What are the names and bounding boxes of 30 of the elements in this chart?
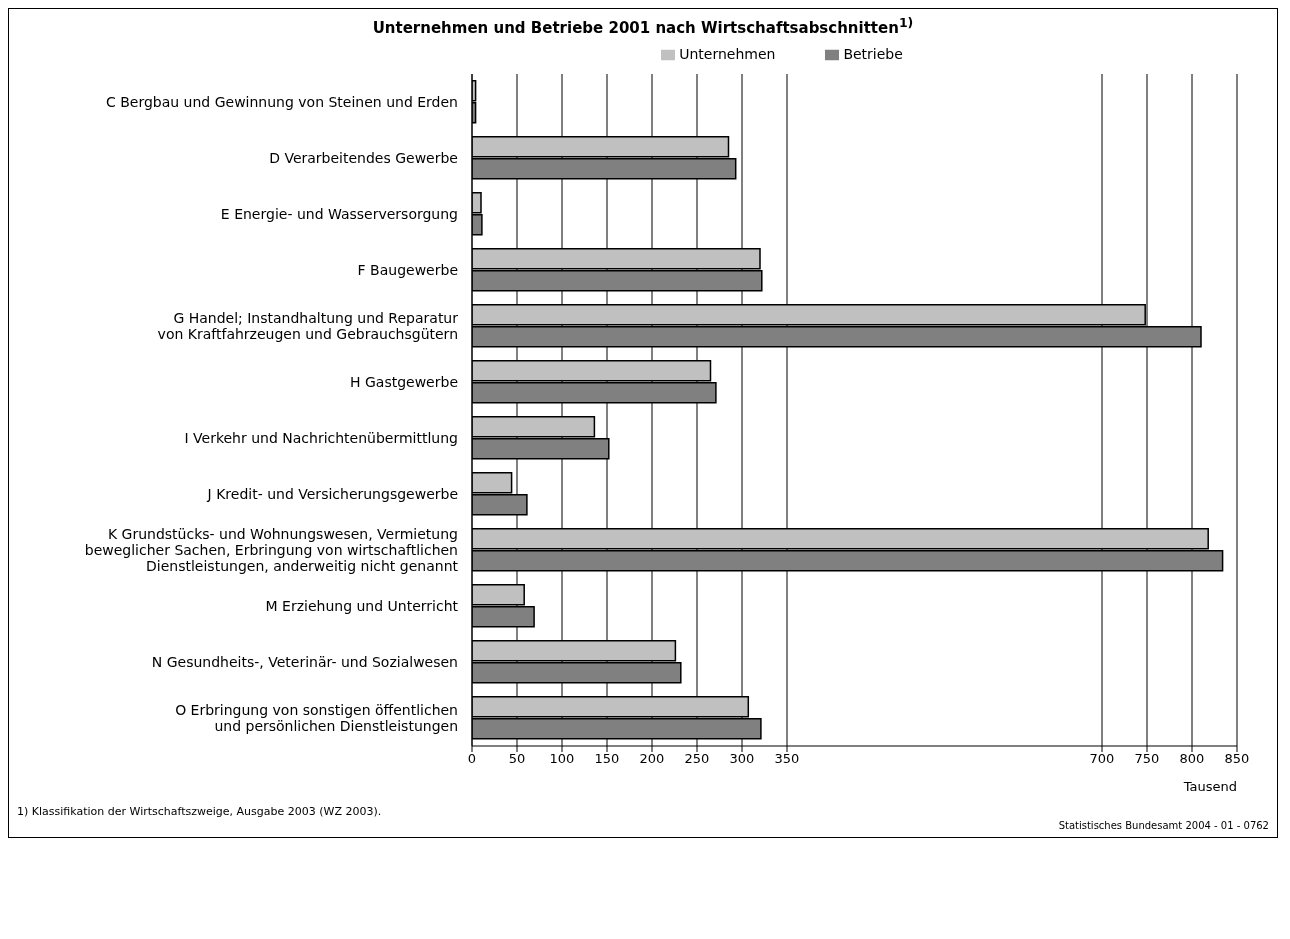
y-tick-label: N Gesundheits-, Veterinär- und Sozialwesen [151,654,458,670]
x-tick-label: 250 [684,751,710,767]
x-tick-label: 200 [639,751,665,767]
legend-label: Betriebe [843,46,903,62]
legend-label: Unternehmen [679,46,776,62]
y-tick-label: D Verarbeitendes Gewerbe [269,150,458,166]
x-tick-label: 850 [1224,751,1250,767]
x-tick-label: 150 [594,751,620,767]
x-tick-label: 800 [1179,751,1205,767]
y-tick-label: M Erziehung und Unterricht [265,598,459,614]
y-tick-label: F Baugewerbe [357,262,458,278]
y-tick-label: C Bergbau und Gewinnung von Steinen und Erden [105,94,458,110]
text: Statistisches Bundesamt 2004 - 01 - 0762 [1057,820,1269,831]
text: 1) Klassifikation der Wirtschaftszweige, Ausgabe 2003 (WZ 2003). [17,805,383,818]
y-tick-label: E Energie- und Wasserversorgung [220,206,458,222]
x-tick-label: 750 [1134,751,1160,767]
x-axis-title: Tausend [1182,779,1237,794]
x-tick-label: 700 [1089,751,1115,767]
y-tick-label: G Handel; Instandhaltung und Reparatur von Kraftfahrzeugen und Gebrauchsgütern [157,310,459,342]
x-tick-label: 50 [508,751,526,767]
y-tick-label: O Erbringung von sonstigen öffentlichen und persönlichen Dienstleistungen [175,702,458,734]
y-tick-label: K Grundstücks- und Wohnungswesen, Vermietung beweglicher Sachen, Erbringung von wirtschaftlichen Dienstleistungen, anderweitig nicht genannt [84,526,459,574]
y-tick-label: I Verkehr und Nachrichtenübermittlung [184,430,458,446]
x-tick-label: 100 [549,751,575,767]
y-tick-label: J Kredit- und Versicherungsgewerbe [206,486,458,502]
x-tick-label: 0 [467,751,477,767]
chart-title: Unternehmen und Betriebe 2001 nach Wirtschaftsabschnitten$^{1)}$ [371,15,915,37]
x-tick-label: 300 [729,751,755,767]
x-tick-label: 350 [774,751,800,767]
y-tick-label: H Gastgewerbe [349,374,458,390]
